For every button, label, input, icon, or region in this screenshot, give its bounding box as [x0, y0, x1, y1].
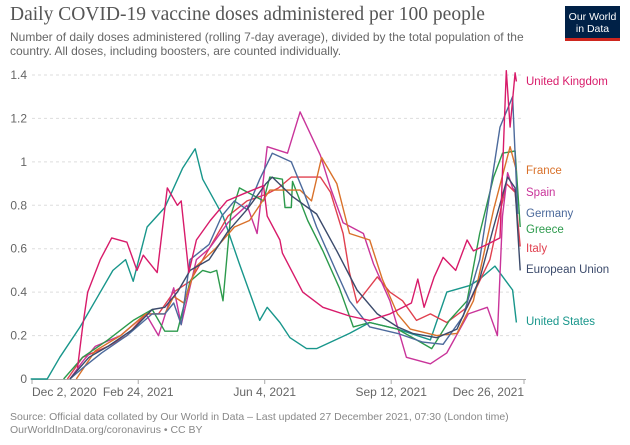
series-label: United Kingdom — [526, 76, 608, 88]
y-tick-label: 0 — [20, 372, 27, 386]
series-label: France — [526, 165, 562, 177]
series-label: European Union — [526, 264, 609, 276]
series-label: Italy — [526, 243, 547, 255]
x-tick-label: Sep 12, 2021 — [355, 385, 427, 399]
source-note: Source: Official data collated by Our Wo… — [10, 411, 509, 423]
y-tick-label: 1 — [20, 155, 27, 169]
y-tick-label: 1.2 — [10, 111, 27, 125]
y-tick-label: 0.8 — [10, 198, 27, 212]
gridlines — [32, 74, 524, 337]
owid-logo[interactable]: Our World in Data — [565, 6, 620, 41]
series-line-united-kingdom — [76, 70, 518, 369]
series-label: Greece — [526, 224, 564, 236]
x-tick-label: Dec 26, 2021 — [453, 385, 525, 399]
series-line-france — [75, 146, 518, 380]
y-axis: 0 0.2 0.4 0.6 0.8 1 1.2 1.4 — [10, 68, 27, 386]
series-line-greece — [63, 150, 521, 380]
series-labels: United States Italy Spain Greece France Germa… — [526, 76, 609, 328]
x-tick-label: Feb 24, 2021 — [103, 385, 174, 399]
series-lines — [30, 70, 521, 380]
series-line-germany — [69, 96, 519, 380]
chart-title: Daily COVID-19 vaccine doses administere… — [10, 4, 485, 25]
x-tick-label: Jun 4, 2021 — [233, 385, 296, 399]
y-tick-label: 1.4 — [10, 68, 27, 82]
logo-line-1: Our World — [568, 11, 617, 23]
y-tick-label: 0.2 — [10, 329, 27, 343]
footer: Source: Official data collated by Our Wo… — [10, 411, 509, 437]
series-line-spain — [69, 111, 517, 380]
logo-line-2: in Data — [575, 23, 610, 35]
source-link[interactable]: OurWorldInData.org/coronavirus • CC BY — [10, 424, 203, 436]
y-tick-label: 0.6 — [10, 242, 27, 256]
series-label: Germany — [526, 208, 574, 220]
series-line-united-states — [30, 148, 518, 380]
y-tick-label: 0.4 — [10, 285, 27, 299]
x-tick-label: Dec 2, 2020 — [32, 385, 97, 399]
series-label: Spain — [526, 187, 555, 199]
series-label: United States — [526, 316, 595, 328]
chart-subtitle: Number of daily doses administered (roll… — [10, 30, 524, 58]
series-line-italy — [66, 176, 521, 380]
x-axis: Dec 2, 2020 Feb 24, 2021 Jun 4, 2021 Sep 12… — [31, 379, 526, 399]
series-line-european-union — [69, 176, 521, 380]
